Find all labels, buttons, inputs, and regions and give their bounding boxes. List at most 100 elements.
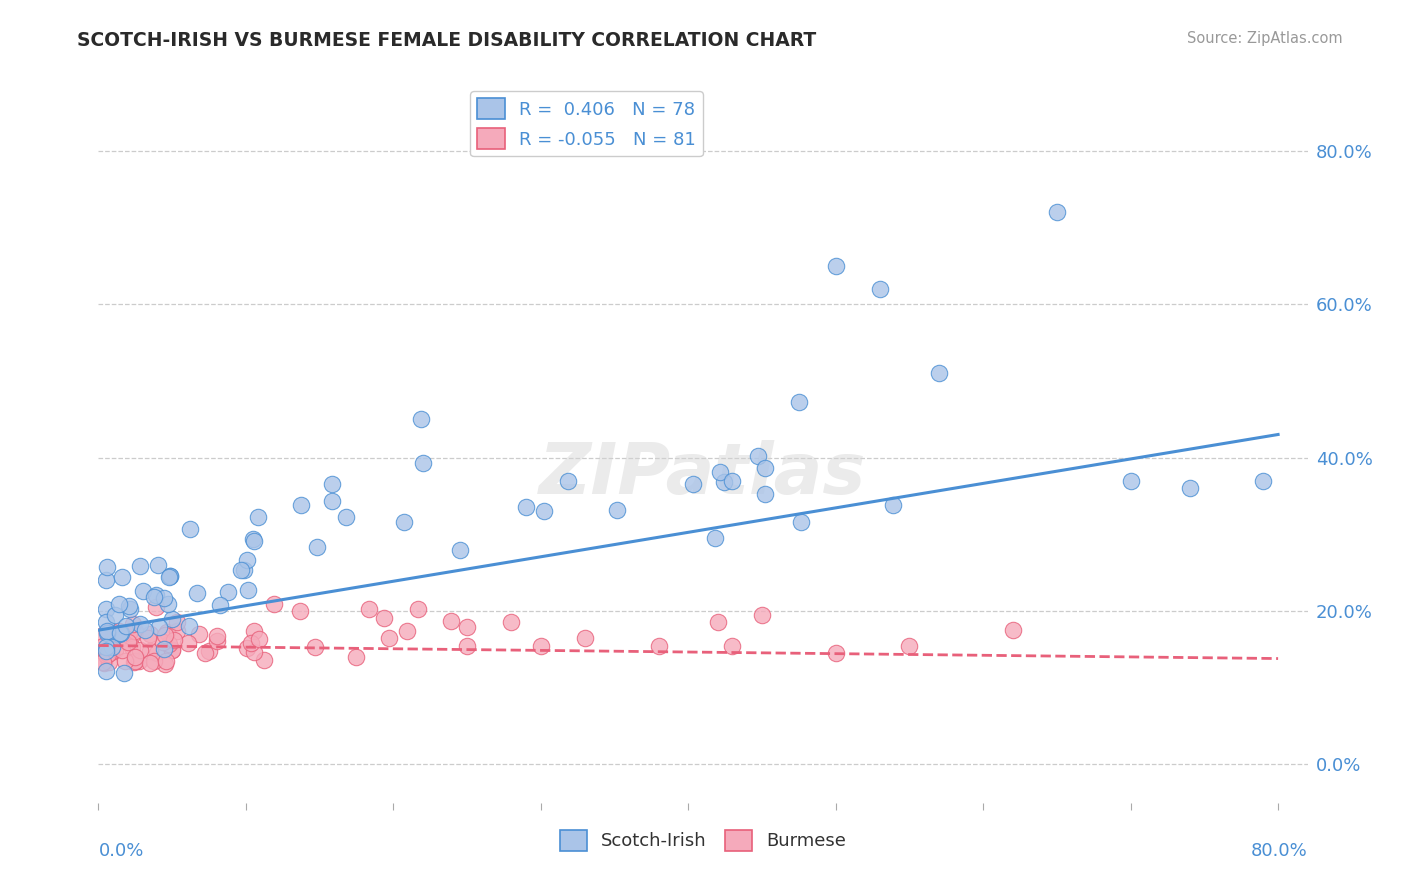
Point [412, 456, 434, 470]
Point [94, 640, 117, 654]
Point [177, 636, 200, 650]
Point [101, 640, 124, 654]
Point [1001, 623, 1024, 637]
Point [682, 476, 704, 491]
Point [155, 624, 177, 639]
Point [139, 627, 162, 641]
Point [515, 500, 537, 515]
Point [377, 632, 399, 646]
Point [156, 597, 179, 611]
Point [321, 494, 343, 508]
Point [233, 564, 256, 578]
Point [501, 615, 523, 630]
Point [1119, 474, 1142, 488]
Point [91, 644, 114, 658]
Point [152, 635, 174, 649]
Point [111, 570, 134, 584]
Point [153, 641, 176, 656]
Point [187, 627, 209, 641]
Point [721, 474, 744, 488]
Point [557, 474, 579, 488]
Point [145, 646, 167, 660]
Point [754, 461, 776, 475]
Point [240, 635, 263, 649]
Point [160, 612, 183, 626]
Point [159, 569, 181, 583]
Point [129, 643, 152, 657]
Point [142, 654, 165, 668]
Point [869, 282, 891, 296]
Point [406, 602, 429, 616]
Text: 0.0%: 0.0% [98, 842, 143, 860]
Point [898, 639, 921, 653]
Point [247, 632, 270, 646]
Point [704, 531, 727, 545]
Point [155, 628, 177, 642]
Point [97, 641, 120, 656]
Point [1046, 205, 1069, 219]
Point [242, 532, 264, 546]
Point [166, 624, 188, 638]
Point [124, 654, 146, 668]
Point [163, 633, 186, 648]
Point [117, 626, 139, 640]
Point [290, 603, 312, 617]
Point [606, 503, 628, 517]
Point [107, 598, 129, 612]
Point [139, 656, 162, 670]
Point [97, 624, 120, 639]
Point [396, 624, 419, 639]
Point [108, 624, 131, 638]
Point [108, 626, 131, 640]
Point [1178, 481, 1201, 495]
Point [100, 645, 122, 659]
Point [155, 654, 177, 668]
Point [96, 560, 118, 574]
Point [117, 634, 139, 648]
Point [145, 588, 167, 602]
Point [148, 620, 170, 634]
Point [574, 631, 596, 645]
Point [754, 487, 776, 501]
Point [97, 647, 120, 661]
Point [124, 624, 146, 638]
Point [787, 395, 810, 409]
Point [236, 553, 259, 567]
Point [96, 624, 118, 639]
Point [321, 477, 343, 491]
Point [94, 664, 117, 678]
Point [186, 585, 208, 599]
Point [236, 640, 259, 655]
Point [104, 626, 127, 640]
Text: SCOTCH-IRISH VS BURMESE FEMALE DISABILITY CORRELATION CHART: SCOTCH-IRISH VS BURMESE FEMALE DISABILIT… [77, 31, 817, 50]
Point [709, 465, 731, 479]
Point [290, 498, 312, 512]
Point [411, 412, 433, 426]
Point [128, 654, 150, 668]
Point [439, 614, 461, 628]
Point [122, 655, 145, 669]
Point [111, 643, 134, 657]
Point [121, 628, 143, 642]
Text: 80.0%: 80.0% [1251, 842, 1308, 860]
Point [139, 644, 162, 658]
Point [94, 648, 117, 662]
Point [747, 450, 769, 464]
Point [304, 640, 326, 654]
Point [91, 640, 114, 654]
Point [179, 523, 201, 537]
Point [104, 608, 127, 623]
Point [94, 615, 117, 629]
Point [198, 644, 221, 658]
Point [392, 515, 415, 529]
Point [246, 510, 269, 524]
Point [194, 646, 217, 660]
Point [305, 540, 328, 554]
Point [789, 516, 811, 530]
Point [217, 585, 239, 599]
Point [94, 602, 117, 616]
Point [238, 583, 260, 598]
Point [166, 615, 188, 629]
Point [134, 624, 156, 638]
Point [533, 504, 555, 518]
